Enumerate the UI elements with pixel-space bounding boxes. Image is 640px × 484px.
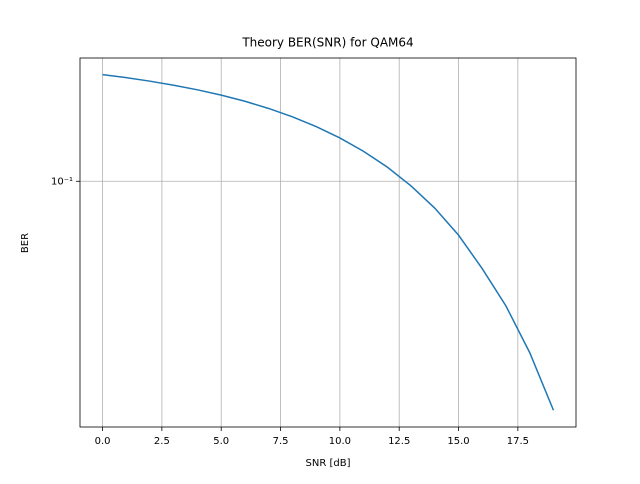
x-tick-label: 5.0 — [213, 436, 229, 447]
x-tick-label: 15.0 — [447, 436, 469, 447]
x-axis-label: SNR [dB] — [306, 458, 351, 469]
x-tick-label: 2.5 — [154, 436, 170, 447]
x-tick-label: 12.5 — [388, 436, 410, 447]
x-tick-label: 10.0 — [329, 436, 351, 447]
y-tick-label: 10⁻¹ — [51, 176, 73, 187]
x-tick-label: 17.5 — [507, 436, 529, 447]
chart-title: Theory BER(SNR) for QAM64 — [241, 36, 413, 50]
plot-frame — [79, 57, 577, 428]
x-tick-label: 7.5 — [273, 436, 289, 447]
y-axis-label: BER — [20, 233, 31, 253]
data-line — [102, 73, 555, 411]
x-tick-label: 0.0 — [95, 436, 111, 447]
